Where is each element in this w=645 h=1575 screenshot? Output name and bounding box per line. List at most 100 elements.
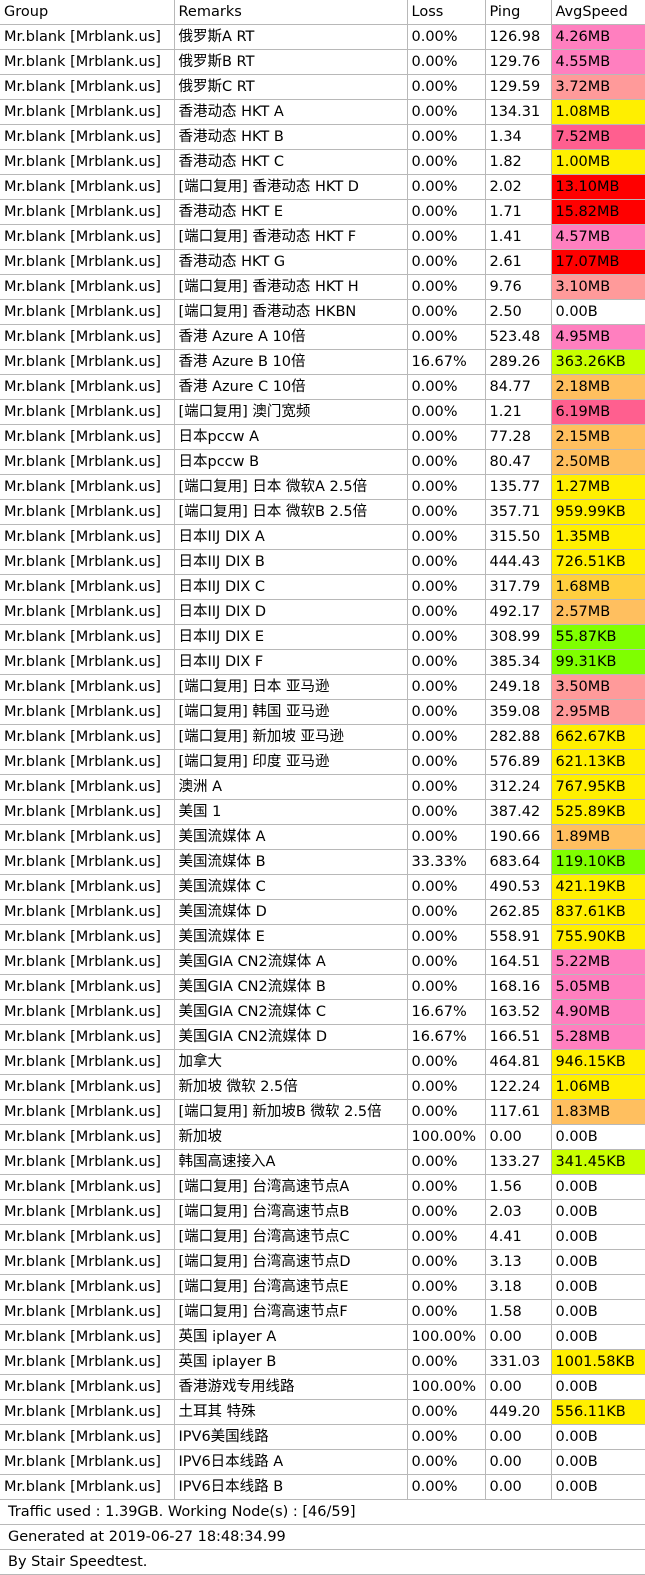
table-row: Mr.blank [Mrblank.us] [端口复用] 日本 微软B 2.5倍 0…: [0, 499, 645, 525]
loss-cell: 100.00%: [407, 1324, 486, 1350]
table-row: Mr.blank [Mrblank.us] [端口复用] 印度 亚马逊 0.00% 5…: [0, 749, 645, 775]
avgspeed-cell: 4.95MB: [551, 324, 645, 350]
table-row: Mr.blank [Mrblank.us] [端口复用] 台湾高速节点A 0.00%…: [0, 1174, 645, 1200]
avgspeed-cell: 2.50MB: [551, 449, 645, 475]
avgspeed-cell: 17.07MB: [551, 249, 645, 275]
ping-cell: 289.26: [485, 349, 552, 375]
loss-cell: 100.00%: [407, 1124, 486, 1150]
table-row: Mr.blank [Mrblank.us] IPV6日本线路 A 0.00% 0.00…: [0, 1449, 645, 1475]
credit-line: By Stair Speedtest.: [0, 1550, 645, 1575]
remarks-cell: 美国流媒体 A: [174, 824, 408, 850]
table-row: Mr.blank [Mrblank.us] 土耳其 特殊 0.00% 449.20 55…: [0, 1399, 645, 1425]
avgspeed-cell: 837.61KB: [551, 899, 645, 925]
loss-cell: 0.00%: [407, 1274, 486, 1300]
table-row: Mr.blank [Mrblank.us] [端口复用] 日本 微软A 2.5倍 0…: [0, 474, 645, 500]
table-row: Mr.blank [Mrblank.us] 香港动态 HKT B 0.00% 1.34…: [0, 124, 645, 150]
avgspeed-cell: 556.11KB: [551, 1399, 645, 1425]
ping-cell: 249.18: [485, 674, 552, 700]
group-cell: Mr.blank [Mrblank.us]: [0, 1349, 175, 1375]
group-cell: Mr.blank [Mrblank.us]: [0, 824, 175, 850]
group-cell: Mr.blank [Mrblank.us]: [0, 499, 175, 525]
loss-cell: 0.00%: [407, 149, 486, 175]
loss-cell: 0.00%: [407, 1474, 486, 1500]
ping-cell: 0.00: [485, 1424, 552, 1450]
group-cell: Mr.blank [Mrblank.us]: [0, 199, 175, 225]
group-cell: Mr.blank [Mrblank.us]: [0, 774, 175, 800]
group-cell: Mr.blank [Mrblank.us]: [0, 1424, 175, 1450]
group-cell: Mr.blank [Mrblank.us]: [0, 449, 175, 475]
table-row: Mr.blank [Mrblank.us] 日本IIJ DIX B 0.00% 444…: [0, 549, 645, 575]
avgspeed-cell: 363.26KB: [551, 349, 645, 375]
avgspeed-cell: 2.95MB: [551, 699, 645, 725]
table-row: Mr.blank [Mrblank.us] 俄罗斯C RT 0.00% 129.59 3…: [0, 74, 645, 100]
loss-cell: 16.67%: [407, 349, 486, 375]
ping-cell: 117.61: [485, 1099, 552, 1125]
ping-cell: 558.91: [485, 924, 552, 950]
table-row: Mr.blank [Mrblank.us] [端口复用] 台湾高速节点B 0.00%…: [0, 1199, 645, 1225]
remarks-cell: 美国流媒体 E: [174, 924, 408, 950]
remarks-cell: [端口复用] 澳门宽频: [174, 399, 408, 425]
table-row: Mr.blank [Mrblank.us] [端口复用] 新加坡 亚马逊 0.00%…: [0, 724, 645, 750]
loss-cell: 0.00%: [407, 1424, 486, 1450]
table-row: Mr.blank [Mrblank.us] [端口复用] 日本 亚马逊 0.00% 2…: [0, 674, 645, 700]
avgspeed-cell: 0.00B: [551, 1449, 645, 1475]
ping-cell: 464.81: [485, 1049, 552, 1075]
remarks-cell: 日本IIJ DIX F: [174, 649, 408, 675]
loss-cell: 0.00%: [407, 1049, 486, 1075]
loss-cell: 0.00%: [407, 749, 486, 775]
table-row: Mr.blank [Mrblank.us] 澳洲 A 0.00% 312.24 767.…: [0, 774, 645, 800]
loss-cell: 0.00%: [407, 274, 486, 300]
ping-cell: 282.88: [485, 724, 552, 750]
ping-cell: 135.77: [485, 474, 552, 500]
table-row: Mr.blank [Mrblank.us] 日本IIJ DIX C 0.00% 317…: [0, 574, 645, 600]
group-cell: Mr.blank [Mrblank.us]: [0, 274, 175, 300]
loss-cell: 0.00%: [407, 649, 486, 675]
group-cell: Mr.blank [Mrblank.us]: [0, 999, 175, 1025]
remarks-cell: 美国流媒体 C: [174, 874, 408, 900]
avgspeed-cell: 5.28MB: [551, 1024, 645, 1050]
remarks-cell: 俄罗斯C RT: [174, 74, 408, 100]
group-cell: Mr.blank [Mrblank.us]: [0, 224, 175, 250]
remarks-cell: [端口复用] 新加坡B 微软 2.5倍: [174, 1099, 408, 1125]
group-cell: Mr.blank [Mrblank.us]: [0, 1174, 175, 1200]
group-cell: Mr.blank [Mrblank.us]: [0, 624, 175, 650]
table-row: Mr.blank [Mrblank.us] IPV6日本线路 B 0.00% 0.00…: [0, 1474, 645, 1500]
group-cell: Mr.blank [Mrblank.us]: [0, 1374, 175, 1400]
remarks-cell: 英国 iplayer B: [174, 1349, 408, 1375]
group-cell: Mr.blank [Mrblank.us]: [0, 24, 175, 50]
group-cell: Mr.blank [Mrblank.us]: [0, 1099, 175, 1125]
loss-cell: 0.00%: [407, 24, 486, 50]
avgspeed-cell: 621.13KB: [551, 749, 645, 775]
remarks-cell: 日本pccw A: [174, 424, 408, 450]
header-ping: Ping: [485, 0, 552, 25]
table-row: Mr.blank [Mrblank.us] 香港 Azure B 10倍 16.67…: [0, 349, 645, 375]
table-row: Mr.blank [Mrblank.us] IPV6美国线路 0.00% 0.00 0.…: [0, 1424, 645, 1450]
remarks-cell: 日本IIJ DIX C: [174, 574, 408, 600]
remarks-cell: [端口复用] 台湾高速节点D: [174, 1249, 408, 1275]
table-row: Mr.blank [Mrblank.us] 香港动态 HKT C 0.00% 1.82…: [0, 149, 645, 175]
loss-cell: 0.00%: [407, 574, 486, 600]
loss-cell: 0.00%: [407, 1074, 486, 1100]
loss-cell: 33.33%: [407, 849, 486, 875]
avgspeed-cell: 0.00B: [551, 1249, 645, 1275]
table-row: Mr.blank [Mrblank.us] 韩国高速接入A 0.00% 133.27 3…: [0, 1149, 645, 1175]
avgspeed-cell: 1.06MB: [551, 1074, 645, 1100]
avgspeed-cell: 525.89KB: [551, 799, 645, 825]
avgspeed-cell: 726.51KB: [551, 549, 645, 575]
table-row: Mr.blank [Mrblank.us] 美国GIA CN2流媒体 B 0.00%…: [0, 974, 645, 1000]
table-row: Mr.blank [Mrblank.us] [端口复用] 新加坡B 微软 2.5倍…: [0, 1099, 645, 1125]
ping-cell: 163.52: [485, 999, 552, 1025]
avgspeed-cell: 0.00B: [551, 1274, 645, 1300]
table-row: Mr.blank [Mrblank.us] 英国 iplayer B 0.00% 33…: [0, 1349, 645, 1375]
loss-cell: 0.00%: [407, 774, 486, 800]
table-row: Mr.blank [Mrblank.us] 香港 Azure A 10倍 0.00%…: [0, 324, 645, 350]
table-row: Mr.blank [Mrblank.us] [端口复用] 台湾高速节点E 0.00%…: [0, 1274, 645, 1300]
remarks-cell: 英国 iplayer A: [174, 1324, 408, 1350]
loss-cell: 0.00%: [407, 1449, 486, 1475]
ping-cell: 0.00: [485, 1449, 552, 1475]
group-cell: Mr.blank [Mrblank.us]: [0, 974, 175, 1000]
group-cell: Mr.blank [Mrblank.us]: [0, 1449, 175, 1475]
avgspeed-cell: 755.90KB: [551, 924, 645, 950]
loss-cell: 0.00%: [407, 324, 486, 350]
ping-cell: 490.53: [485, 874, 552, 900]
